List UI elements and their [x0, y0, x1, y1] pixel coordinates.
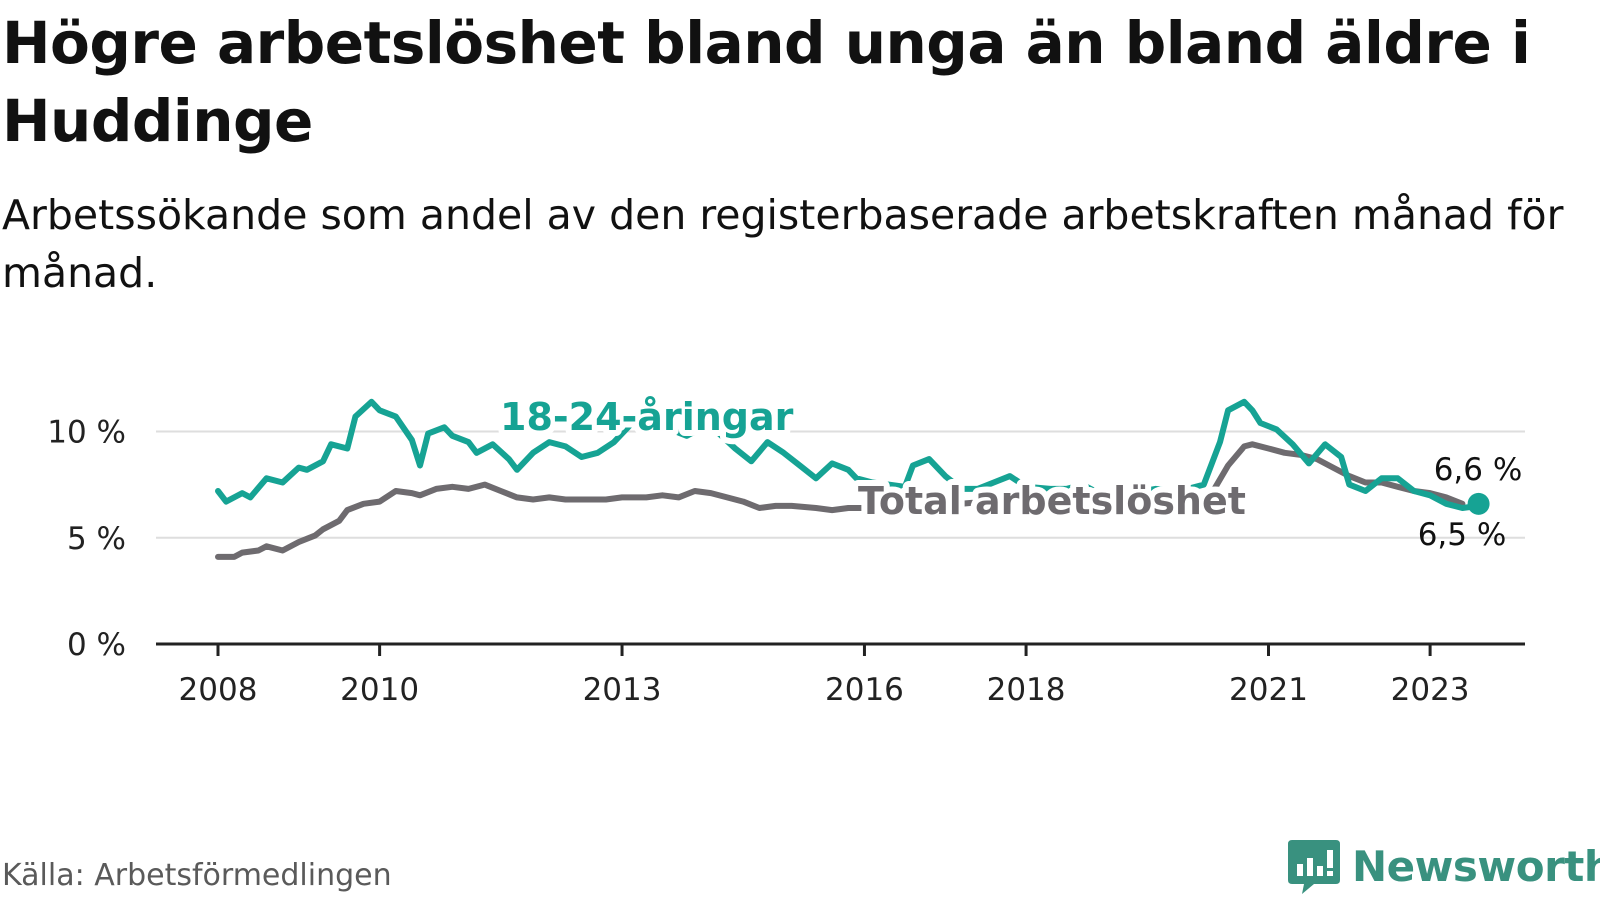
- end-label-total: 6,5 %: [1418, 517, 1507, 553]
- series-label-youth-halo: 18-24-åringar: [500, 395, 794, 439]
- newsworthy-logo-icon: [1288, 840, 1340, 894]
- x-tick-label: 2013: [583, 672, 662, 708]
- x-tick-label: 2016: [825, 672, 904, 708]
- source-note: Källa: Arbetsförmedlingen: [2, 858, 392, 893]
- y-tick-label: 0 %: [67, 627, 126, 663]
- series-end-marker: [1467, 492, 1490, 515]
- x-tick-label: 2018: [987, 672, 1066, 708]
- x-tick-label: 2010: [340, 672, 419, 708]
- x-tick-label: 2023: [1391, 672, 1470, 708]
- x-tick-label: 2008: [179, 672, 258, 708]
- x-tick-label: 2021: [1229, 672, 1308, 708]
- series-line-total: [215, 441, 1466, 560]
- series-label-total: Total arbetslöshet: [858, 479, 1246, 523]
- chart-subtitle: Arbetssökande som andel av den registerb…: [2, 191, 1564, 297]
- series-line-youth: [215, 398, 1482, 511]
- line-chart: 0 % 5 % 10 % 2008 2010 2013 2016 2018 2021 2023 18…: [47, 395, 1525, 708]
- series-label-youth: 18-24-åringar: [500, 395, 794, 439]
- end-label-youth: 6,6 %: [1434, 452, 1523, 488]
- chart-title: Högre arbetslöshet bland unga än bland ä…: [2, 9, 1531, 155]
- y-tick-label: 10 %: [47, 415, 126, 451]
- y-tick-label: 5 %: [67, 521, 126, 557]
- brand-name: Newsworthy: [1352, 842, 1600, 891]
- series-label-total-halo: Total arbetslöshet: [858, 479, 1246, 523]
